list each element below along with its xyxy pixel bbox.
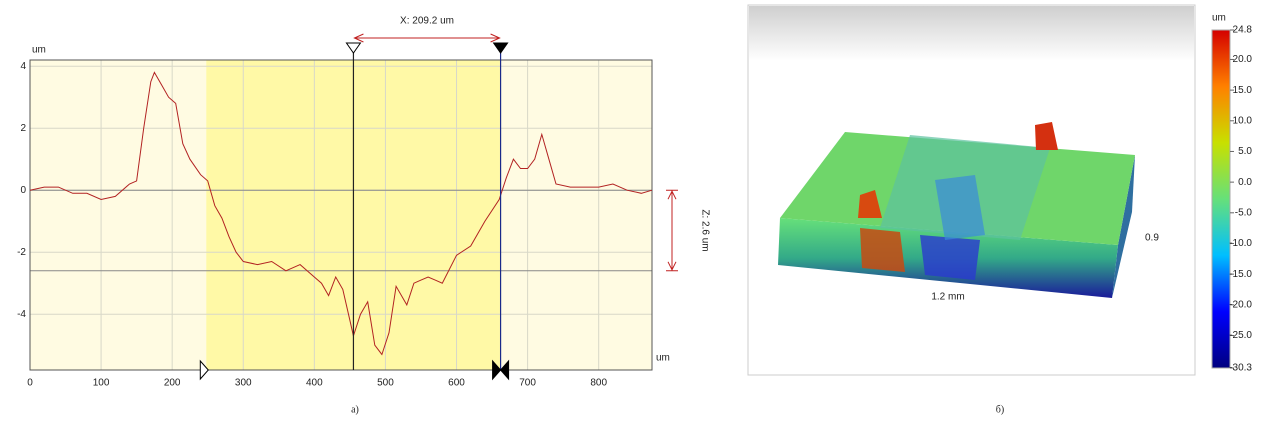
caption: а) <box>351 404 359 415</box>
length-label: 1.2 mm <box>931 292 964 303</box>
x-tick-label: 200 <box>164 378 181 389</box>
y-tick-label: 4 <box>20 61 26 72</box>
surface-panel: 24.8 20.0 15.0 10.0 5.0 0.0 -5.0 -10.0 -15.0 -20.… <box>747 4 1253 415</box>
colorbar-tick-label: 24.8 <box>1233 25 1253 36</box>
cursor-marker <box>345 42 362 54</box>
range-marker <box>199 359 209 381</box>
colorbar-tick-label: 5.0 <box>1238 146 1252 157</box>
x-tick-label: 800 <box>590 378 607 389</box>
x-unit: um <box>656 353 670 364</box>
caption: б) <box>996 404 1004 415</box>
colorbar-tick-label: 0.0 <box>1238 177 1252 188</box>
surface-pit <box>935 175 985 240</box>
colorbar-tick-label: -20.0 <box>1229 299 1252 310</box>
arrow-head <box>353 33 501 43</box>
surface-ridge <box>860 228 905 272</box>
arrow-head <box>666 189 678 272</box>
colorbar-tick-label: -5.0 <box>1235 207 1253 218</box>
width-label: 0.9 <box>1145 233 1159 244</box>
background <box>749 6 1194 61</box>
x-tick-label: 500 <box>377 378 394 389</box>
plot-frame <box>29 59 653 371</box>
colorbar-tick-label: 15.0 <box>1233 85 1253 96</box>
measure-label: Z: 2.6 um <box>699 209 710 251</box>
x-tick-label: 0 <box>27 378 33 389</box>
y-tick-label: 0 <box>20 185 26 196</box>
y-tick-label: 2 <box>20 123 26 134</box>
profile-line <box>29 71 653 356</box>
x-tick-label: 300 <box>235 378 252 389</box>
range-marker <box>492 359 510 381</box>
surface-peak <box>1035 122 1058 150</box>
surface-peak <box>858 190 882 218</box>
y-unit: um <box>32 45 46 56</box>
y-tick-label: -4 <box>17 309 26 320</box>
x-tick-label: 700 <box>519 378 536 389</box>
colorbar-tick-label: 10.0 <box>1233 115 1253 126</box>
colorbar-tick-label: -10.0 <box>1229 238 1252 249</box>
surface-valley <box>920 235 980 280</box>
x-tick-label: 100 <box>93 378 110 389</box>
colorbar-tick-label: 20.0 <box>1233 54 1253 65</box>
colorbar-tick-label: -25.0 <box>1229 330 1252 341</box>
cursor-marker <box>492 42 509 54</box>
profile-panel: 0 100 200 300 400 500 600 700 800 -4 -2 0 2 4 X: 209.2… <box>17 16 710 416</box>
x-tick-label: 600 <box>448 378 465 389</box>
y-tick-label: -2 <box>17 247 26 258</box>
surface-side <box>1112 155 1135 298</box>
x-tick-label: 400 <box>306 378 323 389</box>
colorbar-tick-label: -15.0 <box>1229 269 1252 280</box>
measure-label: X: 209.2 um <box>400 16 454 27</box>
colorbar-unit: um <box>1212 13 1226 24</box>
colorbar-tick-label: -30.3 <box>1229 363 1252 374</box>
colorbar <box>1211 29 1231 369</box>
